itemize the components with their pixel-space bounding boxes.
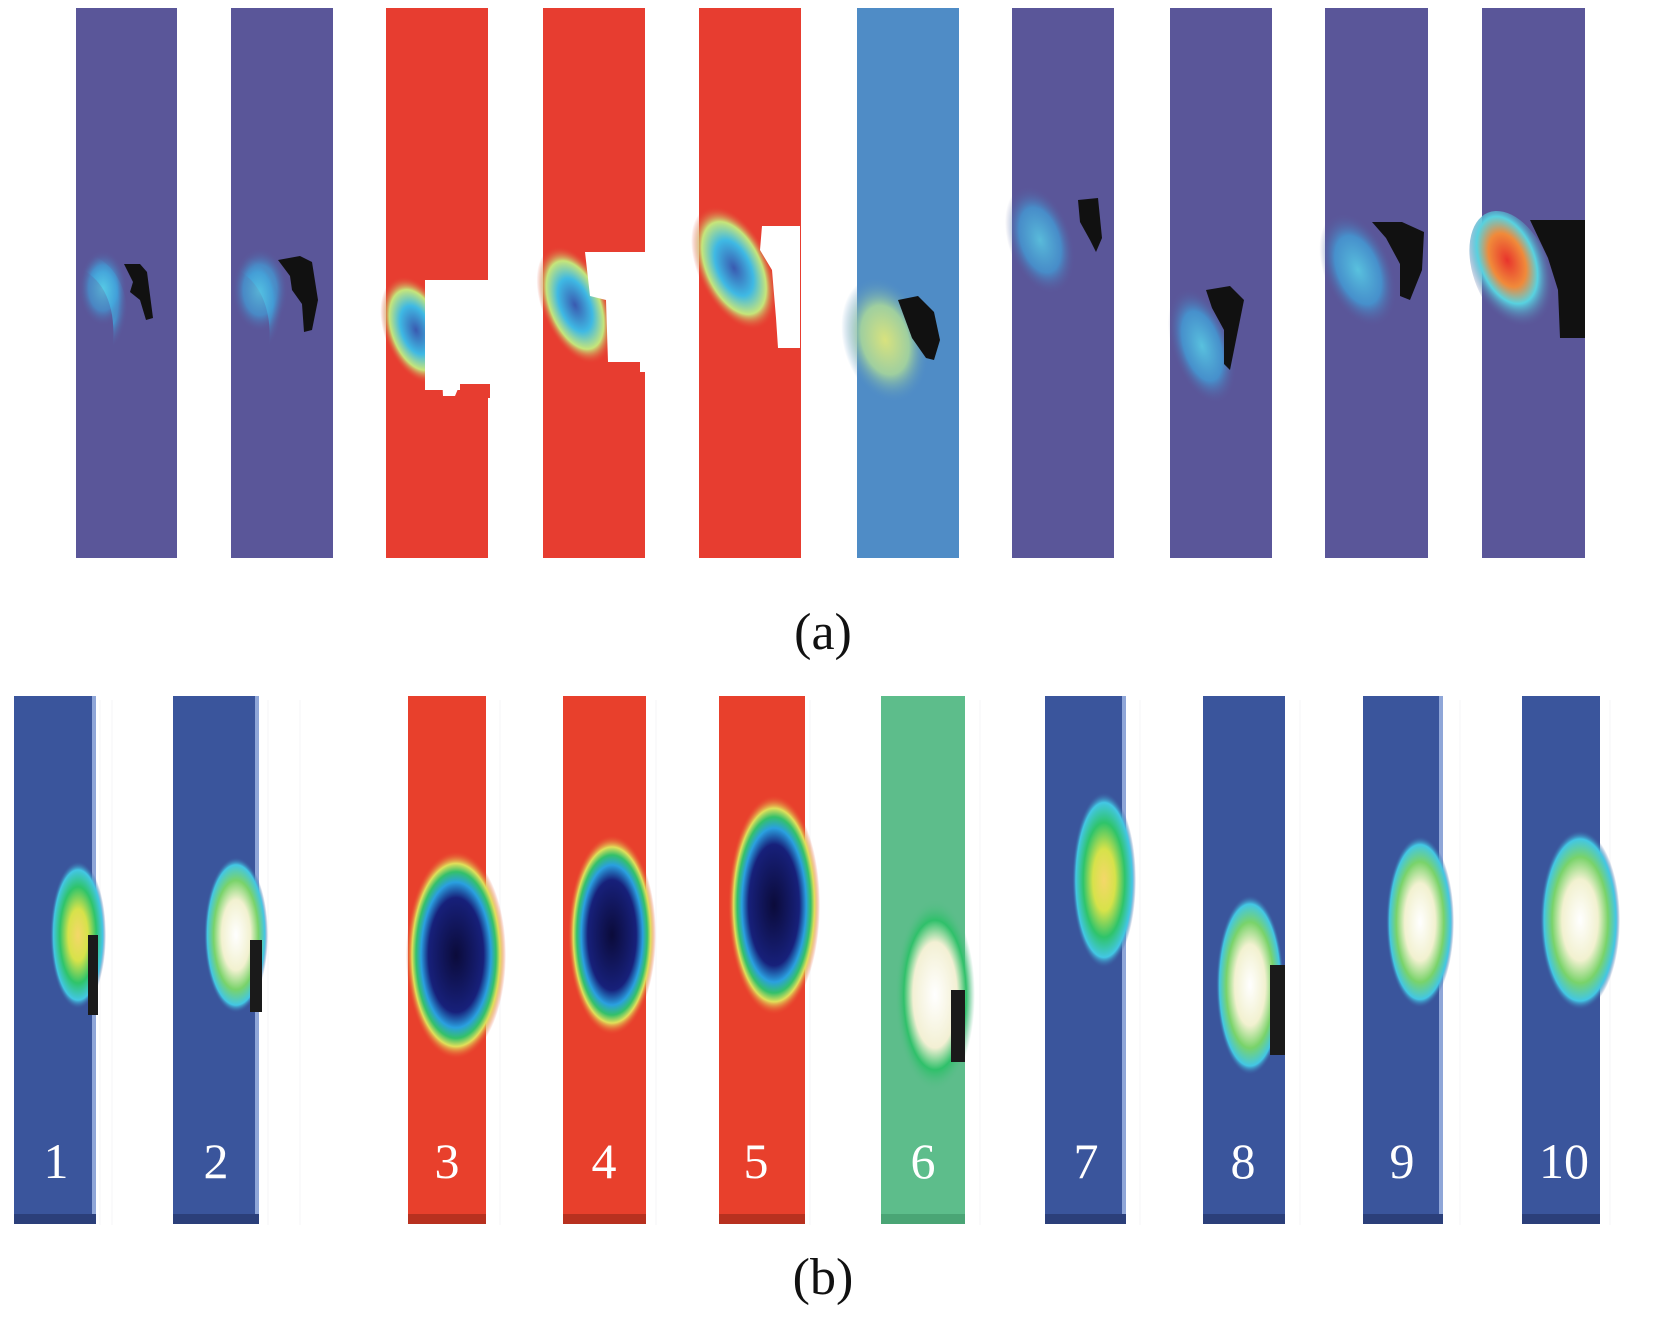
cavity-a10 xyxy=(1530,220,1585,338)
panel-a3 xyxy=(380,8,490,558)
panel-number-2: 2 xyxy=(204,1133,229,1189)
panel-a5 xyxy=(691,8,801,558)
panel-b4 xyxy=(563,696,656,1224)
caption-a: (a) xyxy=(794,604,852,661)
subfigure-a xyxy=(76,8,1585,558)
caption-b: (b) xyxy=(792,1249,854,1306)
cavity-b1 xyxy=(88,935,98,1015)
cavity-a9 xyxy=(1372,222,1424,300)
panel-number-4: 4 xyxy=(592,1133,617,1189)
panel-b7 xyxy=(1045,696,1136,1224)
panel-a4 xyxy=(536,8,645,558)
panel-b2 xyxy=(173,696,268,1224)
cavity-a2 xyxy=(278,256,318,332)
panel-number-9: 9 xyxy=(1390,1133,1415,1189)
panel-b10 xyxy=(1522,696,1620,1224)
panel-number-8: 8 xyxy=(1231,1133,1256,1189)
panel-a1 xyxy=(76,8,177,558)
panel-b6 xyxy=(881,696,975,1224)
panel-number-1: 1 xyxy=(44,1133,69,1189)
panel-a9 xyxy=(1319,8,1428,558)
panel-number-5: 5 xyxy=(744,1133,769,1189)
panel-a8 xyxy=(1167,8,1272,558)
panel-number-6: 6 xyxy=(911,1133,936,1189)
cavity-b2 xyxy=(250,940,262,1012)
panel-a6 xyxy=(841,8,959,558)
cavity-a1 xyxy=(124,264,153,320)
panel-b9 xyxy=(1363,696,1454,1224)
panel-b5 xyxy=(719,696,820,1224)
subfigure-b: 1 2 3 4 5 6 7 8 9 10 xyxy=(14,696,1620,1225)
panel-a10 xyxy=(1469,8,1585,558)
panel-a2 xyxy=(231,8,333,558)
panel-number-3: 3 xyxy=(435,1133,460,1189)
panel-a7 xyxy=(1004,8,1114,558)
panel-b1 xyxy=(14,696,106,1224)
cavity-b8 xyxy=(1270,965,1285,1055)
panel-number-10: 10 xyxy=(1539,1133,1589,1189)
cavity-b6 xyxy=(951,990,965,1062)
cavity-a7 xyxy=(1078,198,1102,252)
panel-b3 xyxy=(406,696,506,1224)
panel-number-7: 7 xyxy=(1074,1133,1099,1189)
cavity-a6 xyxy=(898,296,940,360)
panel-b8 xyxy=(1203,696,1285,1224)
cavity-a8 xyxy=(1206,286,1244,370)
